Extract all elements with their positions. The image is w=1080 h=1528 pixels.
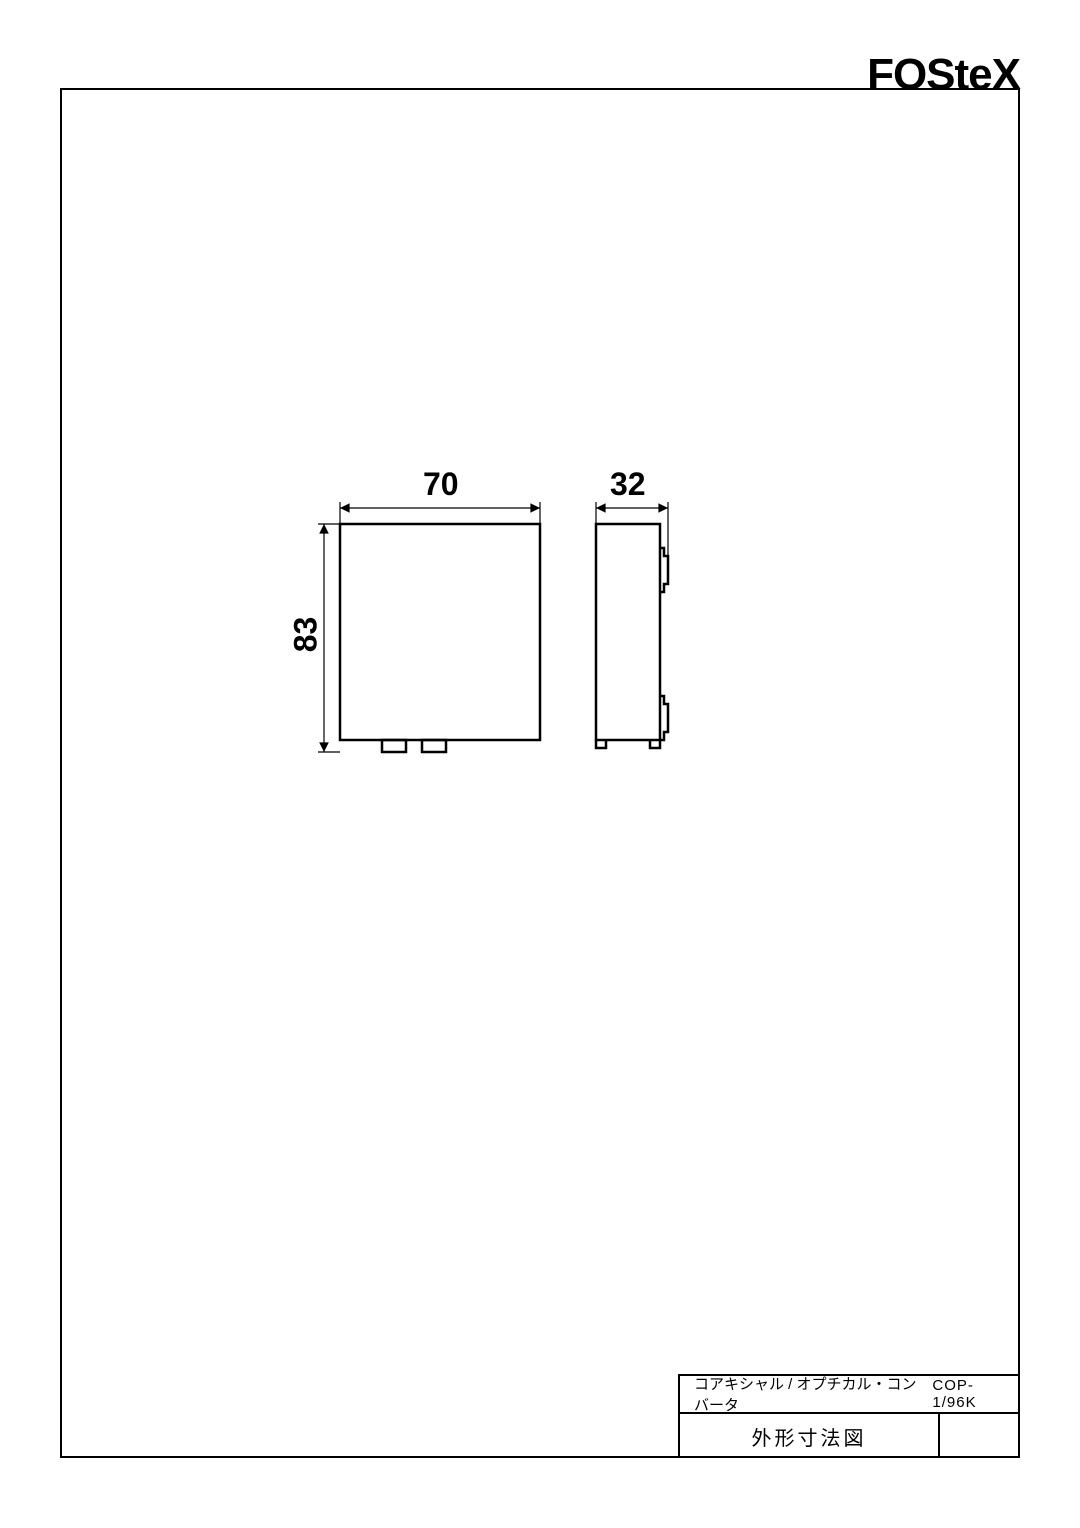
title-row-1: コアキシャル / オプチカル・コンバータ COP-1/96K [680,1376,1020,1414]
product-name: コアキシャル / オプチカル・コンバータ [694,1373,924,1415]
title-block: コアキシャル / オプチカル・コンバータ COP-1/96K 外形寸法図 [678,1374,1020,1458]
title-empty-cell [940,1414,1020,1458]
model-number: COP-1/96K [932,1377,1006,1411]
title-row-2: 外形寸法図 [680,1414,1020,1458]
drawing-area: 70 32 83 [60,88,1020,1458]
technical-drawing [60,88,1020,1458]
drawing-title: 外形寸法図 [752,1422,867,1451]
